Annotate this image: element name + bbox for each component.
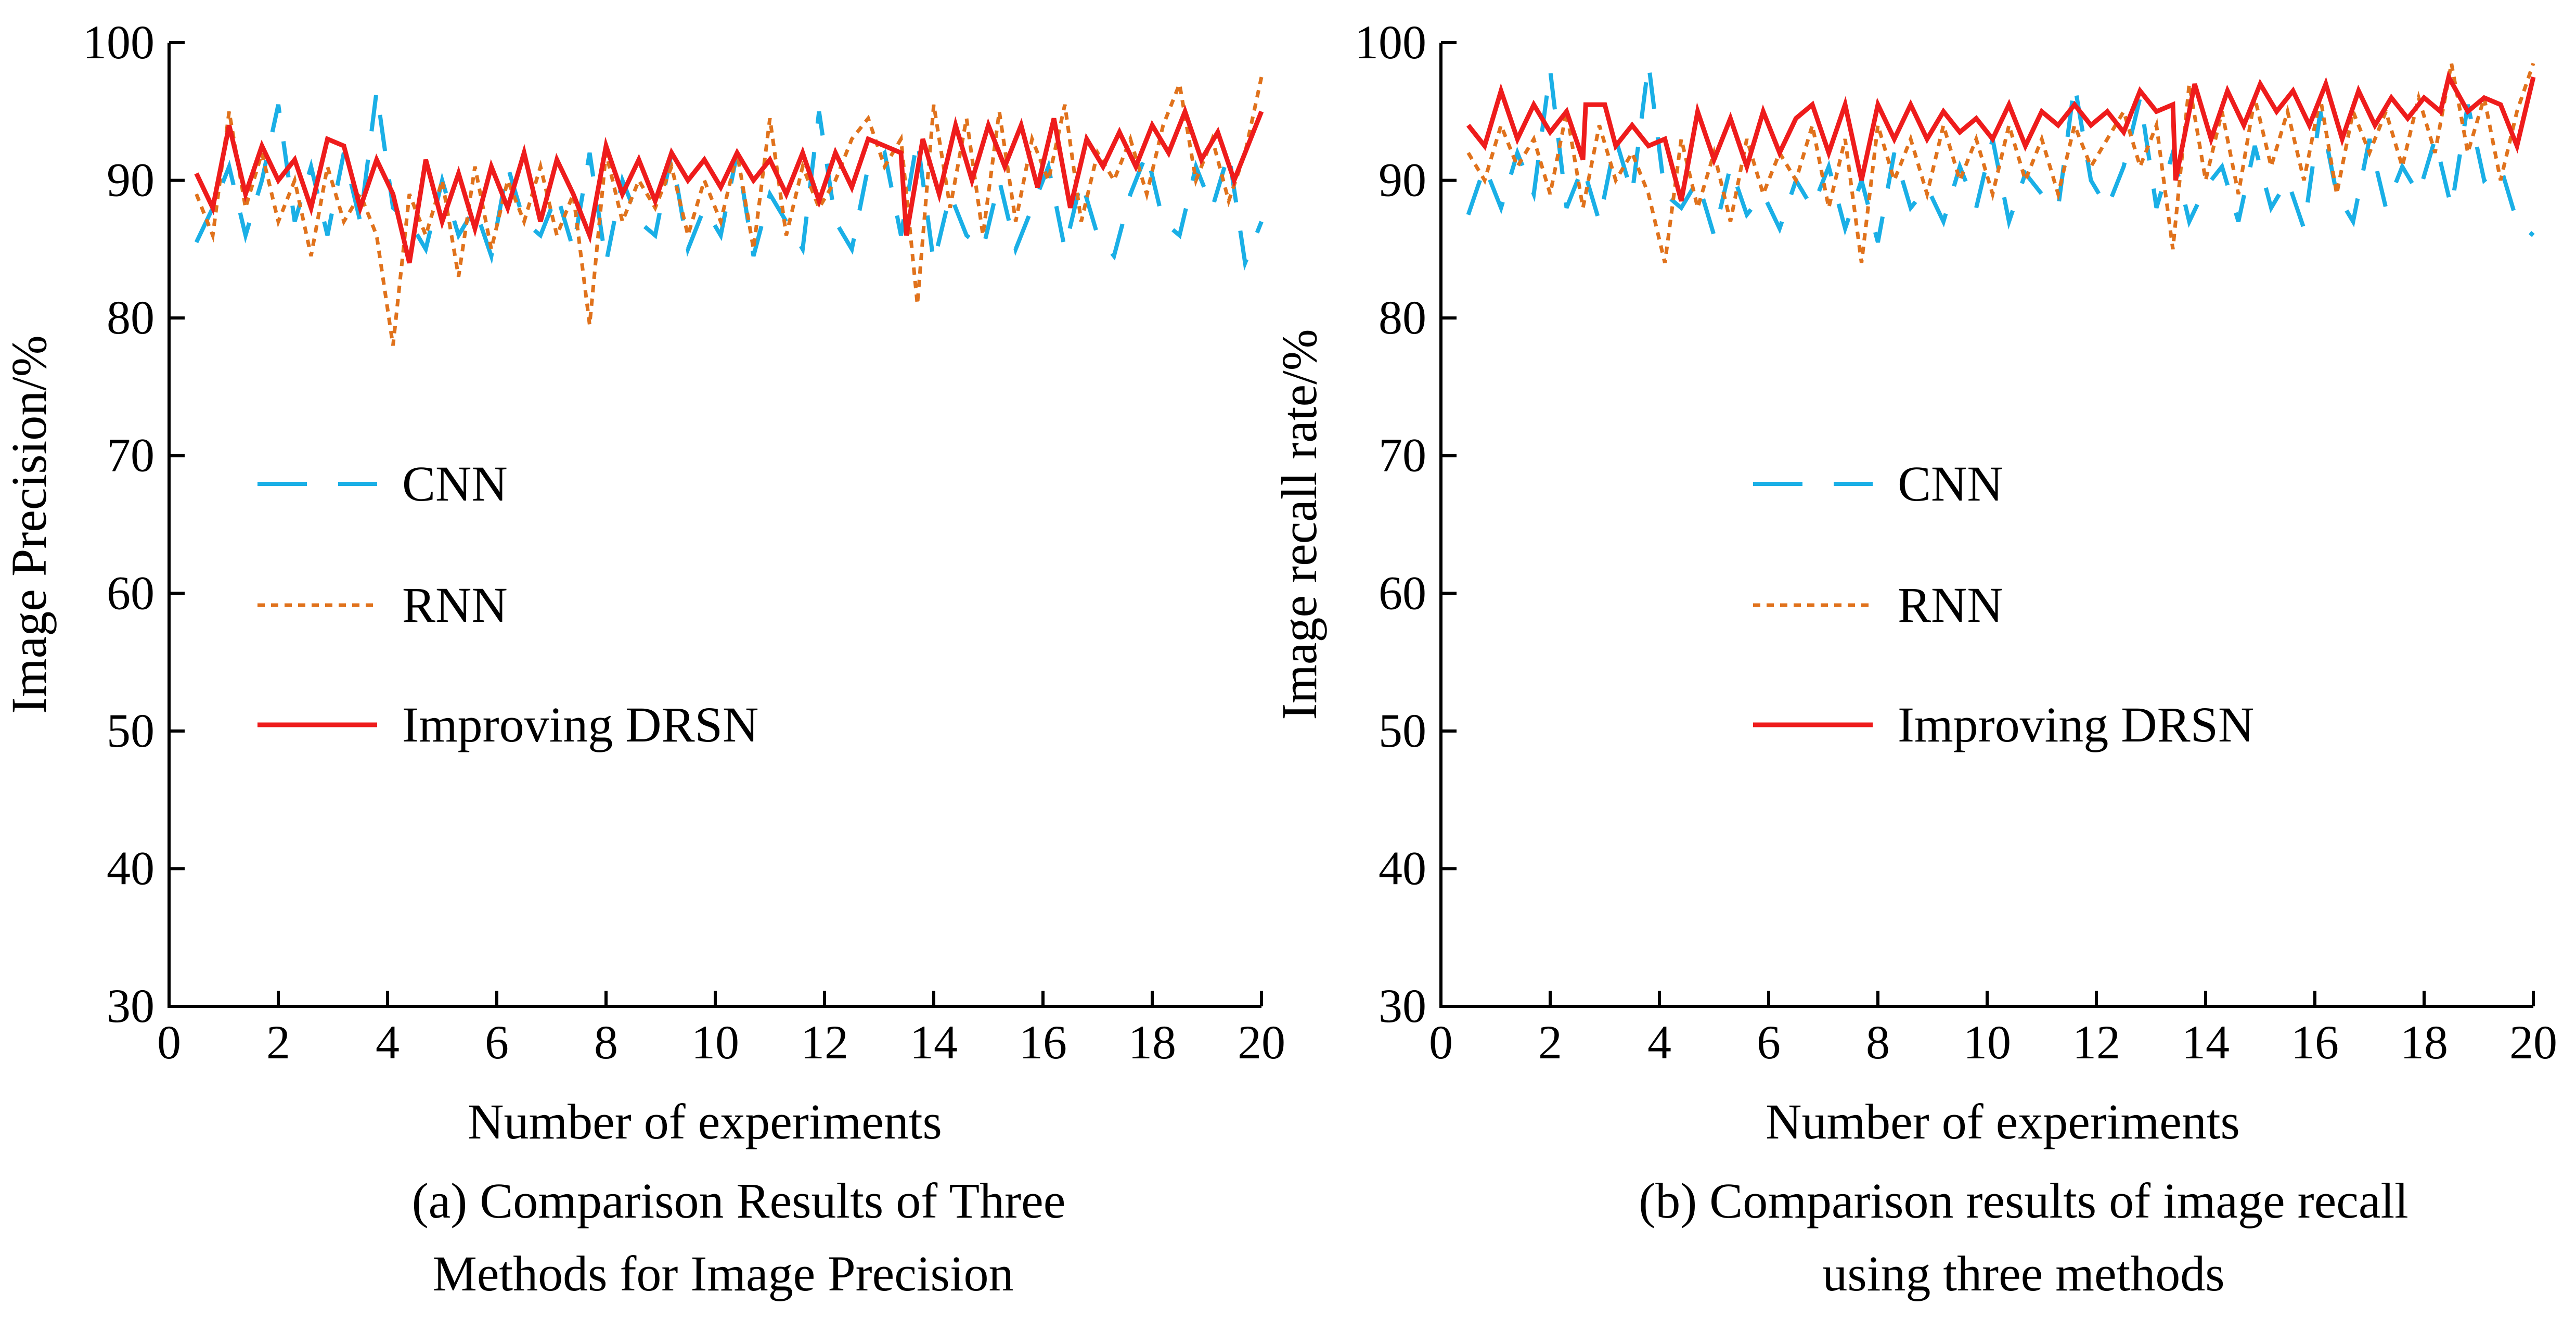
chart-b-series-drsn-line [1466, 70, 2536, 202]
chart-a-legend-label-rnn: RNN [402, 577, 508, 633]
chart-b-series-cnn-line [1466, 63, 2535, 244]
chart-a-x-tick-label: 0 [157, 1016, 181, 1069]
chart-b-x-tick-label: 6 [1757, 1016, 1781, 1069]
chart-b: 30 40 50 60 70 80 90 100 0 2 4 6 8 10 12 14 16 18 20 CNN R… [1271, 16, 2557, 1301]
chart-a-x-axis-label: Number of experiments [468, 1094, 942, 1149]
chart-a-x-tick-label: 20 [1238, 1016, 1285, 1069]
chart-a-y-tick-label: 90 [107, 153, 154, 207]
chart-a-series-rnn-line [195, 76, 1264, 346]
chart-b-series [1466, 62, 2536, 264]
chart-a: 30 40 50 60 70 80 90 100 0 2 4 6 8 10 12 14 16 18 20 CNN R… [1, 16, 1285, 1301]
chart-a-y-tick-label: 50 [107, 704, 154, 757]
chart-a-x-tick-label: 16 [1019, 1016, 1067, 1069]
chart-a-x-tick-label: 2 [266, 1016, 290, 1069]
chart-a-y-tick-label: 100 [83, 16, 154, 69]
chart-a-x-tick-label: 8 [594, 1016, 618, 1069]
chart-a-legend-label-cnn: CNN [402, 456, 508, 511]
chart-a-legend-label-drsn: Improving DRSN [402, 697, 758, 752]
chart-a-y-tick-label: 70 [107, 429, 154, 482]
chart-b-y-tick-label: 30 [1379, 979, 1426, 1032]
chart-b-legend-label-cnn: CNN [1898, 456, 2003, 511]
chart-a-y-tick-label: 80 [107, 291, 154, 344]
chart-b-caption-line2: using three methods [1822, 1246, 2224, 1301]
chart-b-x-tick-label: 18 [2400, 1016, 2448, 1069]
chart-a-caption-line2: Methods for Image Precision [432, 1246, 1013, 1301]
chart-a-y-axis-label: Image Precision/% [1, 335, 57, 714]
chart-b-x-axis-label: Number of experiments [1766, 1094, 2240, 1149]
chart-b-y-tick-label: 60 [1379, 566, 1426, 619]
chart-b-legend-label-drsn: Improving DRSN [1898, 697, 2254, 752]
chart-b-y-axis-label: Image recall rate/% [1271, 329, 1327, 720]
chart-b-y-tick-label: 100 [1355, 16, 1426, 69]
chart-b-x-tick-label: 20 [2509, 1016, 2557, 1069]
chart-b-y-tick-label: 90 [1379, 153, 1426, 207]
chart-a-series [194, 76, 1264, 346]
chart-b-y-tick-label: 50 [1379, 704, 1426, 757]
chart-b-legend: CNN RNN Improving DRSN [1753, 456, 2254, 752]
chart-b-x-tick-label: 8 [1866, 1016, 1890, 1069]
chart-b-y-tick-label: 70 [1379, 429, 1426, 482]
chart-b-x-tick-label: 12 [2072, 1016, 2120, 1069]
chart-a-x-tick-label: 10 [691, 1016, 739, 1069]
chart-a-x-tick-label: 12 [801, 1016, 848, 1069]
chart-b-x-tick-label: 4 [1647, 1016, 1671, 1069]
chart-a-x-tick-label: 4 [376, 1016, 400, 1069]
chart-b-y-tick-label: 80 [1379, 291, 1426, 344]
chart-a-y-tick-label: 40 [107, 841, 154, 894]
chart-a-y-tick-label: 30 [107, 979, 154, 1032]
chart-b-x-tick-label: 2 [1538, 1016, 1562, 1069]
chart-b-x-tick-label: 0 [1429, 1016, 1453, 1069]
chart-a-series-cnn-line [194, 91, 1264, 271]
chart-b-caption-line1: (b) Comparison results of image recall [1639, 1173, 2408, 1229]
chart-a-series-drsn-line [194, 105, 1264, 264]
chart-a-x-tick-label: 18 [1128, 1016, 1176, 1069]
chart-a-axes [168, 43, 1261, 1008]
chart-b-x-tick-label: 10 [1963, 1016, 2011, 1069]
chart-a-x-tick-label: 14 [910, 1016, 958, 1069]
chart-b-legend-label-rnn: RNN [1898, 577, 2003, 633]
chart-a-x-tick-label: 6 [485, 1016, 509, 1069]
chart-b-series-rnn-line [1466, 62, 2535, 264]
chart-a-legend: CNN RNN Improving DRSN [257, 456, 758, 752]
chart-a-axis-ticks: 30 40 50 60 70 80 90 100 0 2 4 6 8 10 12 14 16 18 20 [83, 16, 1285, 1069]
chart-a-y-tick-label: 60 [107, 566, 154, 619]
chart-b-x-tick-label: 16 [2291, 1016, 2339, 1069]
chart-a-caption-line1: (a) Comparison Results of Three [412, 1173, 1066, 1229]
chart-b-y-tick-label: 40 [1379, 841, 1426, 894]
chart-b-x-tick-label: 14 [2182, 1016, 2230, 1069]
chart-b-axes [1439, 43, 2533, 1008]
chart-b-axis-ticks: 30 40 50 60 70 80 90 100 0 2 4 6 8 10 12 14 16 18 20 [1355, 16, 2557, 1069]
